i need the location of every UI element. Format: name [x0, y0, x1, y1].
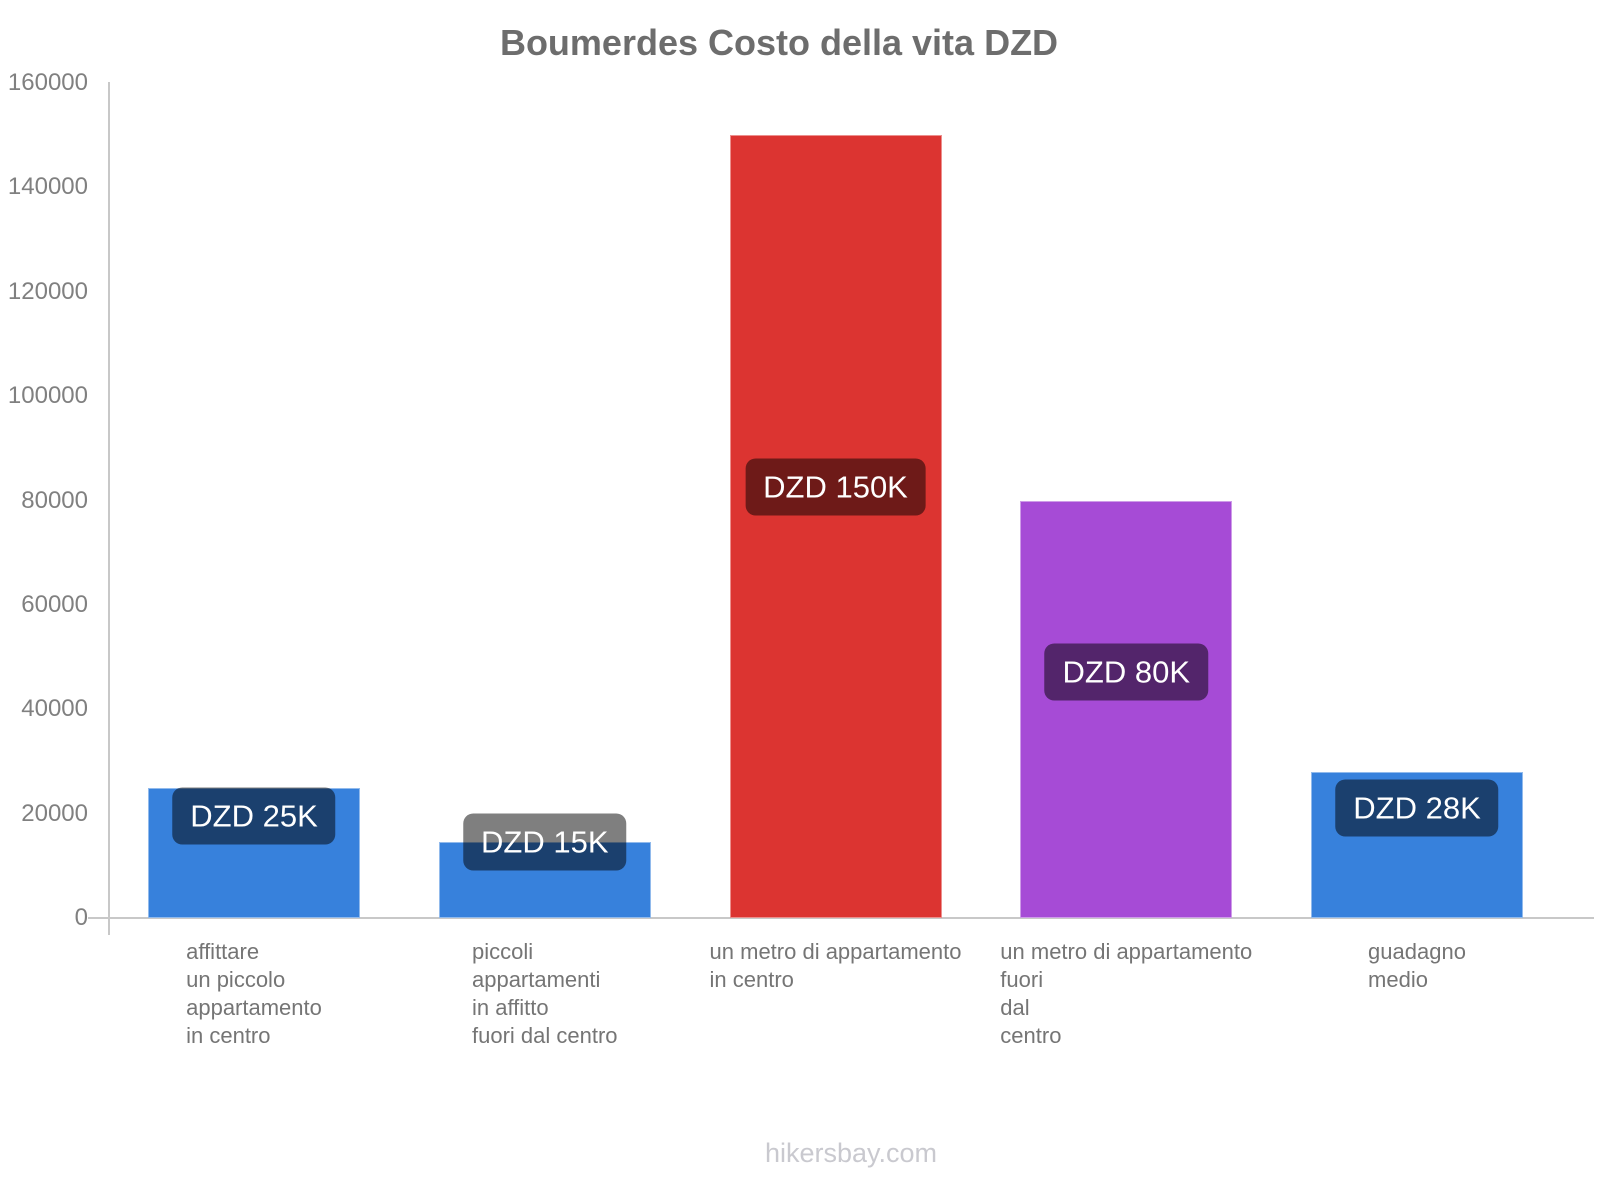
bar[interactable] — [1020, 500, 1233, 918]
value-label-badge: DZD 28K — [1335, 779, 1499, 837]
watermark: hikersbay.com — [764, 1138, 938, 1168]
category-label: guadagno medio — [1368, 939, 1466, 992]
y-tick-label: 0 — [74, 904, 88, 931]
y-axis-line — [108, 82, 110, 935]
y-tick-label: 120000 — [7, 277, 88, 305]
value-label-badge: DZD 15K — [463, 813, 627, 871]
category-label: un metro di appartamento in centro — [709, 939, 962, 992]
category-label: piccoli appartamenti in affitto fuori da… — [471, 939, 618, 1048]
bar[interactable] — [729, 135, 942, 918]
y-tick-label: 80000 — [21, 486, 88, 514]
y-tick-label: 60000 — [21, 590, 88, 618]
value-label-badge: DZD 80K — [1044, 643, 1208, 701]
value-label-badge: DZD 150K — [745, 458, 926, 516]
y-tick-label: 160000 — [7, 69, 88, 96]
category-label: un metro di appartamento fuori dal centr… — [1000, 939, 1253, 1048]
y-tick-label: 40000 — [21, 695, 88, 723]
x-axis-line — [88, 917, 1594, 919]
value-label-badge: DZD 25K — [172, 787, 336, 845]
category-label: affittare un piccolo appartamento in cen… — [186, 939, 322, 1048]
y-tick-label: 100000 — [7, 382, 88, 410]
y-tick-label: 140000 — [7, 173, 88, 201]
y-tick-label: 20000 — [21, 799, 88, 827]
chart-title: Boumerdes Costo della vita DZD — [499, 22, 1059, 63]
